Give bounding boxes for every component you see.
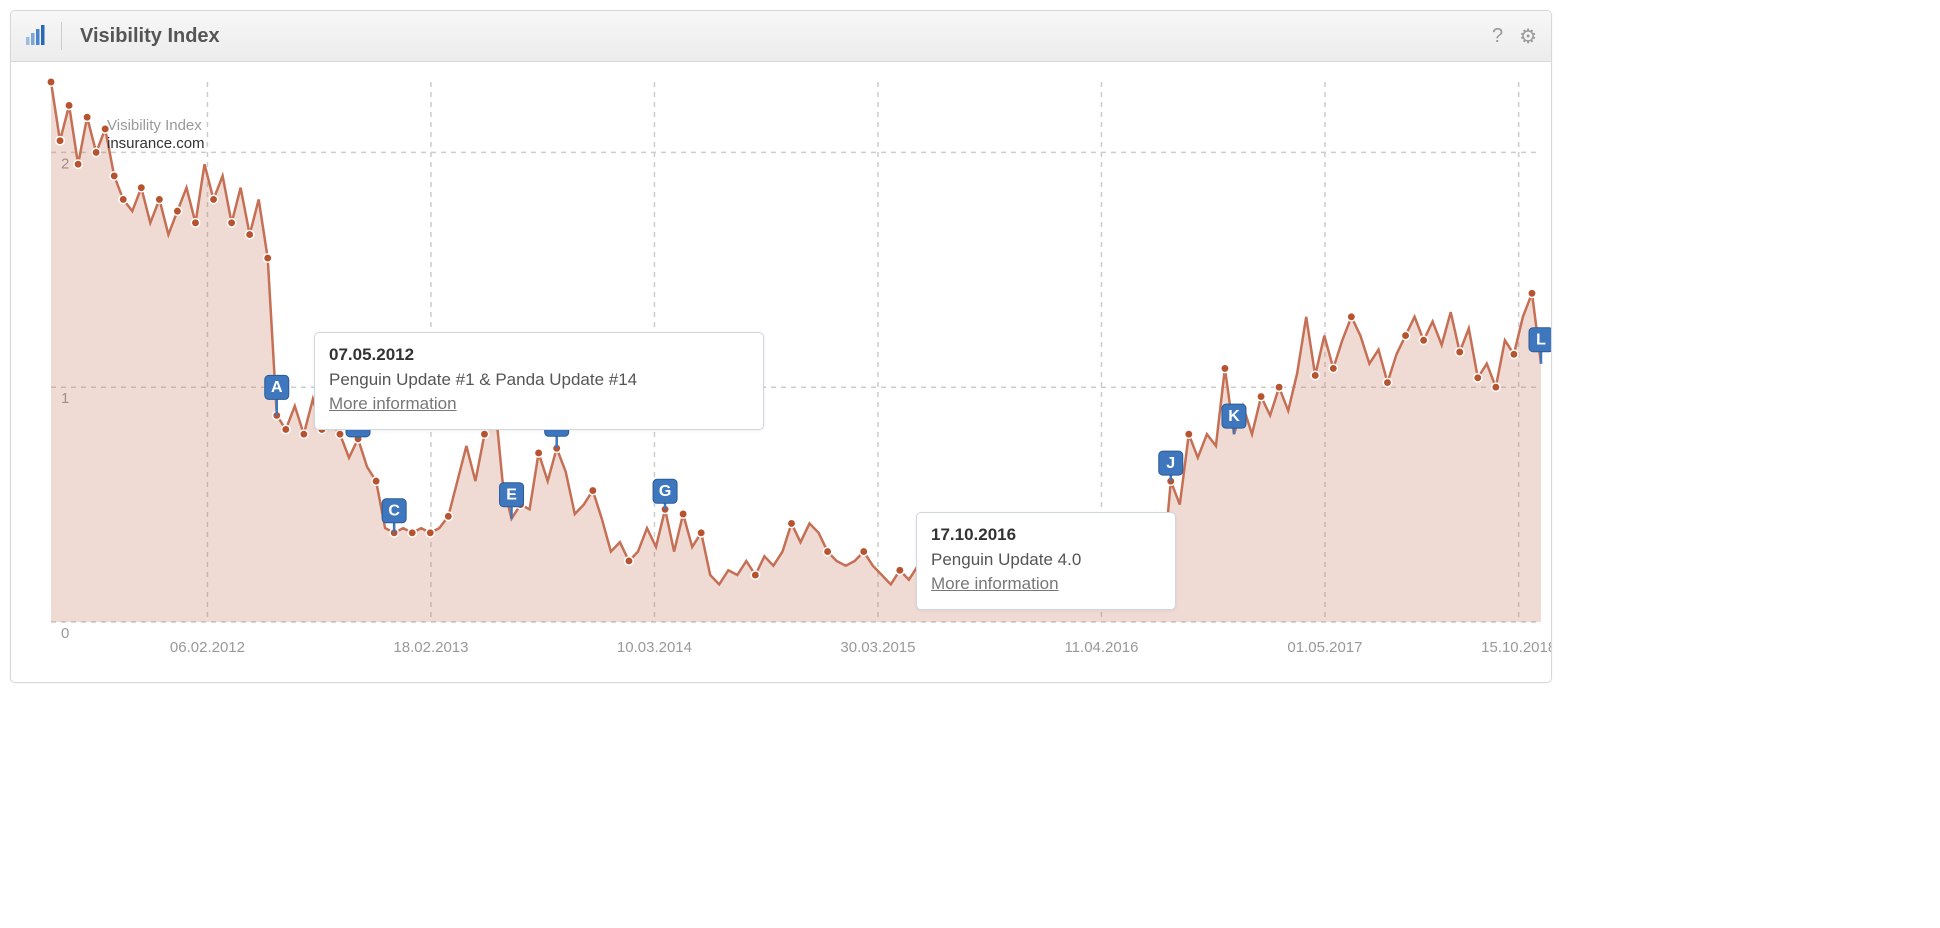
tooltip-text: Penguin Update 4.0 xyxy=(931,550,1081,569)
visibility-index-panel: Visibility Index ? ⚙ 01206.02.201218.02.… xyxy=(10,10,1552,683)
legend-domain: insurance.com xyxy=(107,135,205,152)
svg-text:01.05.2017: 01.05.2017 xyxy=(1287,639,1362,656)
svg-text:A: A xyxy=(271,379,283,396)
svg-text:K: K xyxy=(1228,408,1240,425)
svg-text:30.03.2015: 30.03.2015 xyxy=(840,639,915,656)
svg-text:06.02.2012: 06.02.2012 xyxy=(170,639,245,656)
help-icon[interactable]: ? xyxy=(1492,25,1503,48)
chart-area: 01206.02.201218.02.201310.03.201430.03.2… xyxy=(11,62,1551,682)
panel-header: Visibility Index ? ⚙ xyxy=(11,11,1551,62)
tooltip-date: 17.10.2016 xyxy=(931,525,1016,544)
tooltip-more-link[interactable]: More information xyxy=(329,394,457,413)
tooltip-date: 07.05.2012 xyxy=(329,345,414,364)
legend-series-label: Visibility Index xyxy=(107,117,202,134)
tooltip-more-link[interactable]: More information xyxy=(931,574,1059,593)
visibility-chart: 01206.02.201218.02.201310.03.201430.03.2… xyxy=(11,62,1551,682)
svg-text:C: C xyxy=(388,503,400,520)
svg-text:11.04.2016: 11.04.2016 xyxy=(1064,639,1138,656)
svg-text:L: L xyxy=(1536,331,1546,348)
event-tooltip: 07.05.2012 Penguin Update #1 & Panda Upda… xyxy=(314,332,764,430)
gear-icon[interactable]: ⚙ xyxy=(1519,24,1537,49)
event-tooltip: 17.10.2016 Penguin Update 4.0 More informa… xyxy=(916,512,1176,610)
svg-text:G: G xyxy=(659,483,671,500)
svg-text:10.03.2014: 10.03.2014 xyxy=(617,639,692,656)
tooltip-text: Penguin Update #1 & Panda Update #14 xyxy=(329,370,637,389)
svg-text:E: E xyxy=(506,486,517,503)
panel-title: Visibility Index xyxy=(61,22,220,50)
svg-text:15.10.2018: 15.10.2018 xyxy=(1481,639,1551,656)
svg-text:J: J xyxy=(1166,455,1175,472)
svg-text:0: 0 xyxy=(61,625,69,642)
bars-icon xyxy=(25,25,47,47)
svg-text:18.02.2013: 18.02.2013 xyxy=(393,639,468,656)
